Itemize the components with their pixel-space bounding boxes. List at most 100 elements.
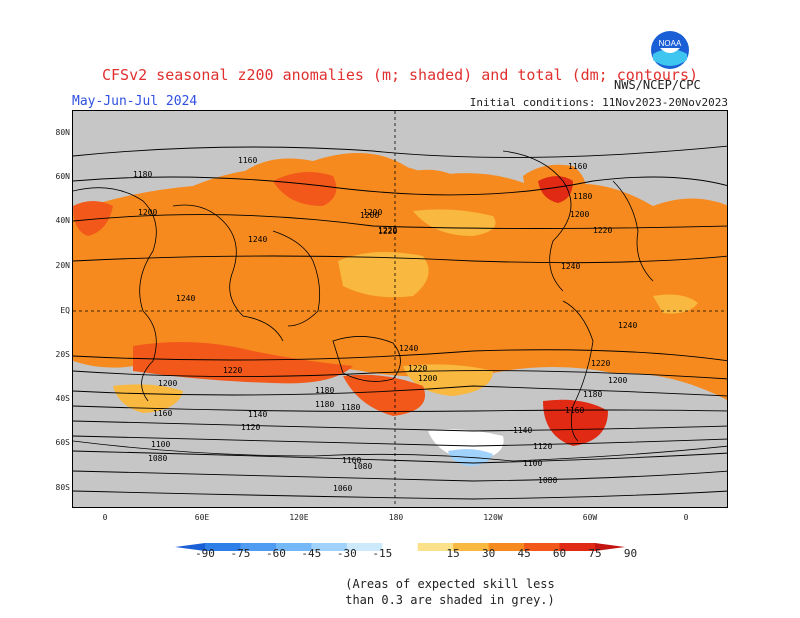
colorbar-tick-label: -75 — [230, 547, 251, 560]
noaa-logo: NOAA — [650, 30, 690, 70]
contour-label: 1240 — [176, 294, 195, 303]
lon-label: 180 — [388, 513, 404, 522]
colorbar-segment — [311, 543, 348, 551]
colorbar-tick-label: 45 — [517, 547, 531, 560]
contour-label: 1240 — [399, 344, 418, 353]
lat-label: 40N — [55, 216, 70, 225]
lon-label: 60W — [582, 513, 598, 522]
contour-label: 1160 — [153, 409, 172, 418]
contour-label: 1200 — [608, 376, 627, 385]
contour-label: 1200 — [158, 379, 177, 388]
season-label: May-Jun-Jul 2024 — [72, 94, 198, 109]
colorbar-tick-label: 90 — [623, 547, 638, 560]
skill-note: (Areas of expected skill less than 0.3 a… — [300, 576, 600, 608]
contour-label: 1080 — [353, 462, 372, 471]
skill-note-line: than 0.3 are shaded in grey.) — [345, 593, 555, 607]
lat-label: 20N — [55, 261, 70, 270]
anomaly-north-pacific — [273, 172, 337, 206]
colorbar-tick-label: -60 — [265, 547, 286, 560]
lat-label: 80N — [55, 128, 70, 137]
contour-label: 1200 — [363, 208, 382, 217]
colorbar-tick-label: -45 — [301, 547, 322, 560]
contour-label: 1180 — [573, 192, 592, 201]
lon-label: 0 — [683, 513, 689, 522]
colorbar-tick-label: 15 — [446, 547, 460, 560]
lon-label: 0 — [102, 513, 108, 522]
contour-label: 1160 — [568, 162, 587, 171]
contour-labels: 1180 1160 1160 1180 1200 1220 1240 1200 … — [133, 156, 637, 493]
lon-label: 60E — [194, 513, 210, 522]
contour-label: 1240 — [248, 235, 267, 244]
contour-label: 1120 — [241, 423, 260, 432]
contour-label: 1140 — [513, 426, 532, 435]
contour-label: 1080 — [148, 454, 167, 463]
contour-label: 1200 — [418, 374, 437, 383]
height-contours — [73, 145, 727, 500]
anomaly-east-atlantic-weak — [653, 294, 698, 314]
contour-label: 1200 — [570, 210, 589, 219]
contour-label: 1220 — [223, 366, 242, 375]
noaa-logo-text: NOAA — [659, 39, 682, 48]
contour-label: 1160 — [565, 406, 584, 415]
anomaly-south-indian — [133, 342, 353, 384]
contour-label: 1140 — [248, 410, 267, 419]
colorbar-segment — [346, 543, 383, 551]
contour-label: 1200 — [360, 211, 379, 220]
colorbar-segment — [240, 543, 277, 551]
skill-note-line: (Areas of expected skill less — [345, 577, 555, 591]
colorbar-tick-label: -15 — [372, 547, 393, 560]
anomaly-north-asia — [233, 153, 463, 216]
colorbar-segment — [275, 543, 312, 551]
colorbar-tick-label: 60 — [552, 547, 567, 560]
contour-label: 1160 — [238, 156, 257, 165]
contour-label: 1080 — [538, 476, 557, 485]
contour-label: 1100 — [523, 459, 542, 468]
contour-label: 1220 — [378, 226, 397, 235]
contour-label: 1220 — [378, 227, 397, 236]
lat-label: 60N — [55, 172, 70, 181]
anomaly-map: 1180 1160 1160 1180 1200 1220 1240 1200 … — [72, 110, 728, 508]
anomaly-south-pacific-weak — [403, 364, 493, 396]
lat-label: EQ — [60, 306, 70, 315]
contour-label: 1240 — [618, 321, 637, 330]
lon-label: 120E — [289, 513, 309, 522]
initial-conditions-label: Initial conditions: 11Nov2023-20Nov2023 — [469, 96, 728, 109]
colorbar-segment — [595, 543, 625, 551]
colorbar-tick-label: 75 — [588, 547, 602, 560]
contour-label: 1180 — [315, 386, 334, 395]
contour-label: 1180 — [315, 400, 334, 409]
colorbar-segment — [488, 543, 525, 551]
anomaly-australia-south — [343, 374, 425, 416]
contour-label: 1200 — [138, 208, 157, 217]
contour-label: 1100 — [151, 440, 170, 449]
colorbar-tick-label: -90 — [195, 547, 215, 560]
lat-label: 60S — [55, 438, 70, 447]
colorbar — [175, 536, 625, 551]
colorbar-segment — [453, 543, 490, 551]
agency-label: NWS/NCEP/CPC — [614, 78, 701, 92]
colorbar-segment — [382, 543, 419, 551]
contour-label: 1120 — [533, 442, 552, 451]
contour-label: 1220 — [408, 364, 427, 373]
contour-label: 1060 — [333, 484, 352, 493]
anomaly-east-pacific-weak — [413, 209, 496, 236]
contour-label: 1180 — [133, 170, 152, 179]
anomaly-south-atlantic-weak — [113, 384, 183, 413]
colorbar-segment — [417, 543, 454, 551]
contour-label: 1180 — [341, 403, 360, 412]
colorbar-segment — [559, 543, 596, 551]
colorbar-segment — [175, 543, 205, 551]
contour-label: 1220 — [593, 226, 612, 235]
lat-label: 20S — [55, 350, 70, 359]
colorbar-tick-label: 30 — [482, 547, 496, 560]
lon-label: 120W — [483, 513, 503, 522]
lat-label: 40S — [55, 394, 70, 403]
colorbar-tick-label: -30 — [336, 547, 357, 560]
map-title: CFSv2 seasonal z200 anomalies (m; shaded… — [101, 66, 699, 84]
contour-label: 1220 — [591, 359, 610, 368]
contour-label: 1240 — [561, 262, 580, 271]
colorbar-segment — [524, 543, 561, 551]
coastlines — [73, 150, 727, 462]
contour-label: 1180 — [583, 390, 602, 399]
anomaly-europe — [73, 201, 113, 236]
